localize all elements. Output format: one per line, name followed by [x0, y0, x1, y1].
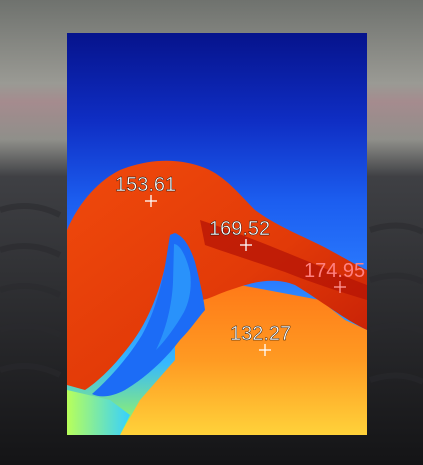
background-ridges [0, 203, 423, 385]
thermal-overlay [67, 33, 367, 435]
measurement-point-2: 169.52 [209, 218, 270, 251]
cool-gap-highlight [156, 244, 191, 350]
hottest-streak [200, 220, 367, 300]
temperature-reading: 153.61 [115, 174, 176, 196]
measurement-point-3: 174.95 [304, 260, 365, 293]
temperature-reading: 174.95 [304, 260, 365, 282]
cool-edge-region [67, 390, 130, 435]
hot-object [67, 160, 367, 390]
measurement-point-4: 132.27 [230, 323, 291, 356]
measurement-point-1: 153.61 [115, 174, 176, 207]
temperature-reading: 132.27 [230, 323, 291, 345]
temperature-reading: 169.52 [209, 218, 270, 240]
